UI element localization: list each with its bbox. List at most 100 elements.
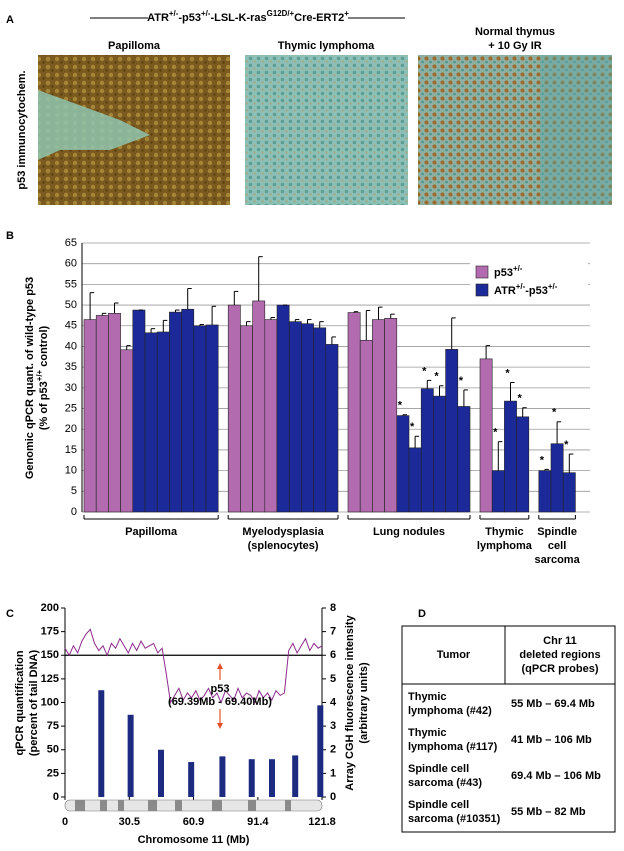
- bar: [127, 714, 134, 797]
- table-cell: Spindle cell: [408, 799, 469, 811]
- table-header: (qPCR probes): [522, 663, 599, 675]
- significance-star: *: [505, 367, 510, 379]
- text-part: +/-: [201, 9, 211, 18]
- bar: [396, 415, 410, 513]
- micrograph-region: [38, 90, 150, 160]
- bar: [433, 395, 446, 513]
- x-tick-label: 121.8: [308, 816, 336, 828]
- bar: [359, 339, 373, 513]
- image-label: Thymic lymphoma: [278, 40, 375, 52]
- table-cell: 69.4 Mb – 106 Mb: [511, 770, 601, 782]
- annotation-arrowhead: [217, 723, 223, 729]
- significance-star: *: [564, 439, 569, 451]
- group-label: Lung nodules: [373, 526, 445, 538]
- y-tick-label: 100: [41, 696, 59, 708]
- bar: [301, 323, 314, 513]
- table-cell: sarcoma (#10351): [408, 813, 501, 825]
- text-part: G12D/+: [267, 9, 295, 18]
- panel-letter: D: [418, 608, 426, 620]
- bar: [95, 315, 109, 513]
- cgh-line: [64, 628, 323, 704]
- text-part: +/-: [169, 9, 179, 18]
- text-part: (% of p53: [38, 381, 50, 430]
- table-cell: lymphoma (#117): [408, 741, 498, 753]
- bar: [445, 349, 459, 513]
- y2-tick-label: 7: [330, 626, 336, 638]
- genotype-header: ATR+/--p53+/--LSL-K-rasG12D/+Cre-ERT2+: [147, 9, 349, 24]
- x-tick-label: 60.9: [183, 816, 204, 828]
- significance-star: *: [540, 454, 545, 466]
- bar: [479, 358, 493, 513]
- bar: [276, 304, 290, 513]
- text-part: ATR: [147, 12, 169, 24]
- y-tick-label: 0: [53, 791, 59, 803]
- significance-star: *: [518, 393, 523, 405]
- y2-tick-label: 2: [330, 744, 336, 756]
- bar: [420, 388, 434, 513]
- y2-axis-label: (arbitrary units): [358, 662, 370, 744]
- chromosome-band: [175, 800, 182, 811]
- bar: [457, 406, 471, 513]
- bar: [562, 472, 576, 513]
- bar: [268, 759, 275, 797]
- y-tick-label: 20: [65, 423, 77, 435]
- x-axis-label: Chromosome 11 (Mb): [138, 834, 250, 846]
- table-cell: 55 Mb – 69.4 Mb: [511, 698, 595, 710]
- group-label: Thymic: [485, 526, 524, 538]
- bar: [538, 470, 552, 513]
- table-cell: Thymic: [408, 691, 447, 703]
- y-tick-label: 10: [65, 465, 77, 477]
- bar: [384, 318, 398, 513]
- group-label: (splenocytes): [248, 540, 319, 552]
- bar: [516, 416, 530, 513]
- y-tick-label: 25: [47, 767, 59, 779]
- text-part: -LSL-K-ras: [210, 12, 266, 24]
- y-tick-label: 25: [65, 402, 77, 414]
- y-axis-label: (percent of tail DNA): [28, 649, 40, 756]
- bar: [248, 759, 255, 797]
- y-tick-label: 50: [47, 744, 59, 756]
- y2-axis-label: Array CGH fluorescence intensity: [344, 614, 356, 790]
- text-part: +/-: [548, 282, 558, 291]
- text-part: +: [344, 9, 349, 18]
- chromosome: [64, 799, 323, 812]
- micrograph: [245, 55, 408, 205]
- bar: [252, 300, 266, 513]
- group-label: Papilloma: [125, 526, 178, 538]
- group-label: cell: [548, 540, 566, 552]
- chromosome-band: [248, 800, 256, 811]
- bar: [550, 443, 564, 513]
- bar: [98, 690, 105, 797]
- table-cell: sarcoma (#43): [408, 777, 482, 789]
- y-tick-label: 75: [47, 720, 59, 732]
- table-header: Chr 11: [543, 635, 577, 647]
- bar: [205, 324, 219, 513]
- y-tick-label: 5: [71, 485, 77, 497]
- bar: [144, 332, 158, 513]
- bar: [83, 319, 97, 513]
- group-label: Myelodysplasia: [242, 526, 324, 538]
- bar: [156, 331, 170, 513]
- significance-star: *: [459, 375, 464, 387]
- legend-swatch: [475, 283, 489, 297]
- bar: [158, 749, 165, 797]
- bar: [504, 400, 517, 513]
- chromosome-band: [75, 800, 85, 811]
- y-tick-label: 50: [65, 299, 77, 311]
- image-label: Papilloma: [108, 40, 161, 52]
- bar: [240, 325, 253, 513]
- bar: [219, 756, 226, 797]
- legend-box: [470, 262, 588, 302]
- text-part: p53: [494, 267, 513, 279]
- significance-star: *: [398, 400, 403, 412]
- significance-star: *: [493, 427, 498, 439]
- y-tick-label: 55: [65, 278, 77, 290]
- text-part: +/+: [35, 369, 44, 381]
- y2-tick-label: 3: [330, 720, 336, 732]
- y-tick-label: 40: [65, 340, 77, 352]
- panel-a: [38, 17, 612, 205]
- micrograph-region: [540, 55, 612, 205]
- chromosome-band: [212, 800, 222, 811]
- image-label: + 10 Gy IR: [488, 40, 542, 52]
